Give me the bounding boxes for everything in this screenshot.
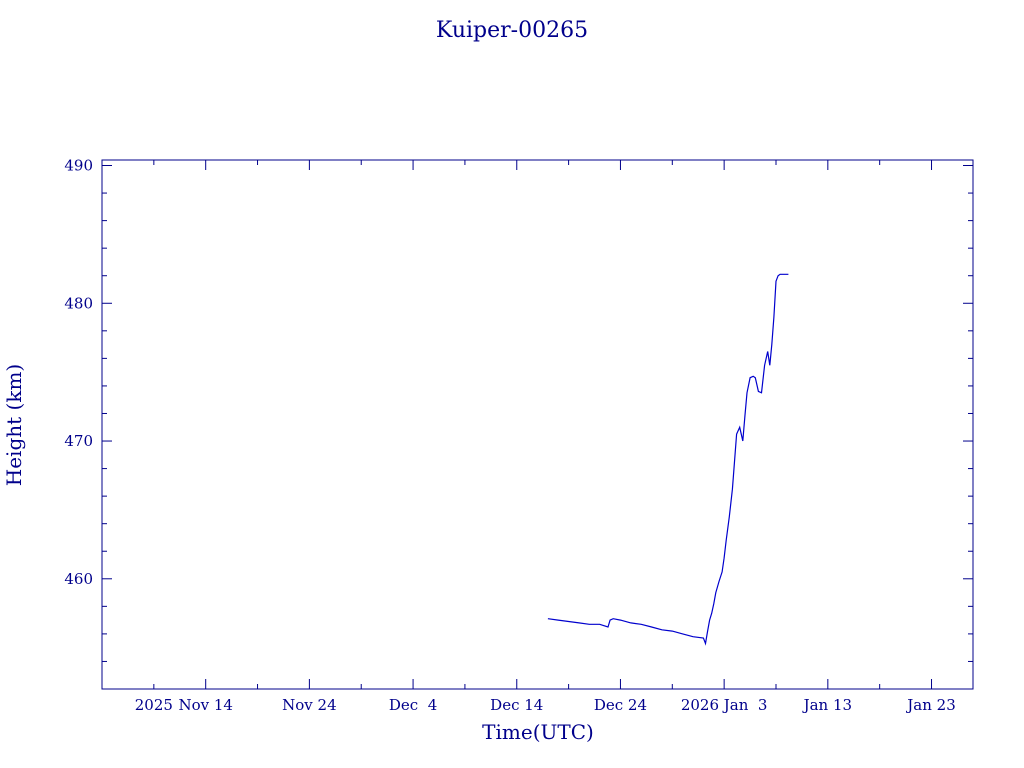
x-tick-label: Dec 14 [490, 696, 543, 714]
y-tick-label: 480 [64, 294, 93, 312]
y-tick-label: 470 [64, 432, 93, 450]
x-tick-label: Nov 24 [282, 696, 337, 714]
x-tick-label: 2025 [135, 696, 173, 714]
series-line-height [547, 273, 789, 646]
y-tick-label: 490 [64, 157, 93, 175]
x-tick-label: Jan 13 [802, 696, 852, 714]
x-tick-label: 2026 Jan 3 [681, 696, 768, 714]
x-tick-label: Dec 4 [389, 696, 437, 714]
y-axis-label: Height (km) [2, 364, 26, 486]
y-tick-label: 460 [64, 570, 93, 588]
x-tick-label: Jan 23 [905, 696, 955, 714]
x-tick-label: Dec 24 [594, 696, 647, 714]
plot-frame [101, 159, 974, 690]
x-tick-label: Nov 14 [178, 696, 233, 714]
x-axis-label: Time(UTC) [482, 720, 594, 744]
axis-tick-labels: 460 470 480 490 2025 Nov 14 Nov 24 Dec 4 Dec 14 D… [64, 157, 955, 714]
chart-title: Kuiper-00265 [436, 18, 588, 43]
axis-ticks [102, 160, 973, 689]
